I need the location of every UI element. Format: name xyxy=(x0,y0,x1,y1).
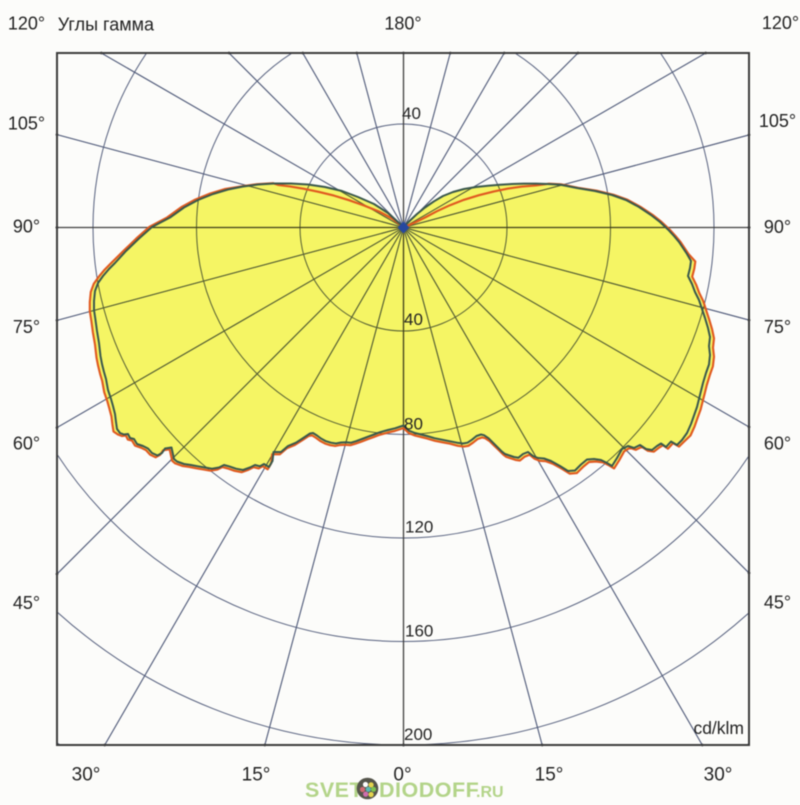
svg-text:SVET: SVET xyxy=(305,778,363,800)
svg-text:105°: 105° xyxy=(8,114,45,134)
svg-text:45°: 45° xyxy=(13,593,40,613)
svg-text:30°: 30° xyxy=(704,765,733,786)
svg-text:200: 200 xyxy=(404,725,432,744)
svg-text:Углы гамма: Углы гамма xyxy=(58,15,155,35)
svg-text:180°: 180° xyxy=(384,14,421,34)
svg-text:90°: 90° xyxy=(764,217,791,237)
svg-text:40: 40 xyxy=(404,310,423,329)
svg-text:120°: 120° xyxy=(762,13,799,33)
svg-text:120°: 120° xyxy=(8,14,45,34)
svg-text:105°: 105° xyxy=(759,111,796,131)
svg-text:15°: 15° xyxy=(535,765,564,786)
svg-text:75°: 75° xyxy=(764,317,791,337)
svg-text:DIODOFF: DIODOFF xyxy=(379,778,479,800)
svg-text:120: 120 xyxy=(405,518,433,537)
svg-text:15°: 15° xyxy=(242,765,271,786)
svg-text:90°: 90° xyxy=(13,217,40,237)
svg-text:75°: 75° xyxy=(13,317,40,337)
svg-text:30°: 30° xyxy=(72,765,101,786)
svg-text:45°: 45° xyxy=(764,593,791,613)
svg-text:60°: 60° xyxy=(764,434,791,454)
svg-text:160: 160 xyxy=(405,622,433,641)
svg-text:80: 80 xyxy=(404,415,423,434)
svg-text:.RU: .RU xyxy=(476,784,504,800)
svg-text:60°: 60° xyxy=(13,434,40,454)
svg-text:40: 40 xyxy=(402,104,421,123)
svg-text:cd/klm: cd/klm xyxy=(693,718,744,738)
